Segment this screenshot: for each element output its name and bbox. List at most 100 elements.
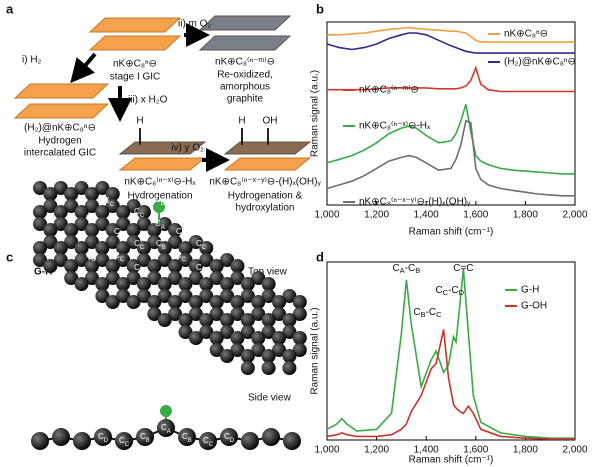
atom — [209, 259, 224, 273]
atom — [95, 253, 110, 267]
text-part: C — [435, 285, 442, 296]
atom — [33, 181, 47, 195]
x-axis-label: Raman shift (cm⁻¹) — [409, 455, 494, 466]
formula: (H₂)@nK⊕C₈ⁿ⊖ — [24, 123, 96, 134]
label: CB — [176, 227, 186, 238]
text-part: C — [196, 239, 202, 248]
atom — [178, 253, 193, 267]
label: CB — [176, 207, 186, 218]
series-line — [327, 26, 575, 43]
x-tick-label: 1,400 — [414, 210, 439, 221]
subscript: C — [209, 442, 214, 448]
label: CD — [134, 263, 145, 274]
atom — [240, 277, 255, 291]
text-part: C — [413, 307, 420, 318]
atom — [188, 235, 203, 249]
legend-label: (H₂)@nK⊕C₈ⁿ⊖ — [504, 57, 576, 68]
atom — [64, 271, 79, 285]
atom — [53, 181, 68, 195]
subscript: B — [162, 245, 166, 251]
legend-label: nK⊕C₈⁽ⁿ⁻ᵐ⁾⊖ — [359, 85, 419, 96]
atom — [95, 289, 110, 303]
atom — [220, 349, 235, 363]
x-tick-label: 1,600 — [463, 445, 488, 456]
subscript: C — [436, 310, 442, 319]
atom — [292, 331, 307, 345]
atom — [53, 217, 68, 231]
atom — [74, 181, 89, 195]
atom — [136, 428, 154, 446]
subscript: C — [202, 245, 207, 251]
atom — [74, 217, 89, 231]
text-part: C — [86, 213, 92, 222]
x-tick-label: 1,600 — [463, 210, 488, 221]
atom — [64, 223, 79, 237]
label: CC — [104, 196, 115, 207]
atom — [116, 205, 131, 219]
x-tick-label: 1,000 — [314, 445, 339, 456]
atom — [261, 325, 276, 339]
label: CC — [114, 251, 125, 262]
atom — [33, 205, 47, 219]
atom — [53, 241, 68, 255]
subscript: B — [146, 438, 150, 444]
atom — [116, 217, 131, 231]
atom — [105, 295, 120, 309]
legend-label: nK⊕C₈⁽ⁿ⁻ˣ⁻ʸ⁾⊖-(H)ₓ(OH)ᵧ — [359, 197, 471, 208]
atom — [188, 271, 203, 285]
subscript: D — [202, 269, 207, 275]
atom — [262, 428, 280, 446]
text-part: -C — [448, 285, 459, 296]
atom — [157, 419, 175, 437]
atom — [199, 277, 214, 291]
atom — [251, 307, 266, 321]
atom — [199, 241, 214, 255]
atom — [53, 205, 68, 219]
atom — [272, 295, 287, 309]
atom — [105, 259, 120, 273]
subscript: B — [415, 266, 420, 275]
atom — [116, 289, 131, 303]
text-part: C — [182, 432, 188, 441]
atom — [136, 277, 151, 291]
y-axis-label: Raman signal (a.u.) — [310, 70, 321, 157]
atom — [178, 289, 193, 303]
legend-label: nK⊕C₈⁽ⁿ⁻ˣ⁾⊖-Hₓ — [359, 121, 431, 132]
atom — [43, 187, 58, 201]
label: CD — [196, 263, 207, 274]
atom — [168, 271, 183, 285]
x-tick-label: 1,000 — [314, 210, 339, 221]
atom — [115, 432, 133, 450]
subscript: A — [400, 266, 405, 275]
atom — [74, 241, 89, 255]
x-tick-label: 1,800 — [513, 445, 538, 456]
atom — [261, 313, 276, 327]
atom — [126, 259, 141, 273]
text-part: C — [114, 227, 120, 236]
subscript: B — [182, 233, 186, 239]
atom — [31, 432, 49, 450]
subscript: D — [104, 438, 109, 444]
caption: hydroxylation — [236, 203, 295, 214]
text-part: C — [156, 239, 162, 248]
atom — [209, 307, 224, 321]
atom — [240, 349, 255, 363]
atom — [74, 277, 89, 291]
atom — [209, 295, 224, 309]
atom — [147, 307, 162, 321]
caption: graphite — [227, 94, 264, 105]
atom — [178, 428, 196, 446]
atom — [116, 277, 131, 291]
atom — [220, 289, 235, 303]
atom — [292, 343, 307, 357]
label: CC — [134, 239, 145, 250]
text-part: C — [176, 207, 182, 216]
atom — [74, 253, 89, 267]
series-line — [326, 329, 575, 440]
atom — [95, 205, 110, 219]
label: CC — [196, 239, 207, 250]
atom — [168, 259, 183, 273]
label: CC — [176, 251, 187, 262]
atom — [230, 307, 245, 321]
atom — [168, 307, 183, 321]
